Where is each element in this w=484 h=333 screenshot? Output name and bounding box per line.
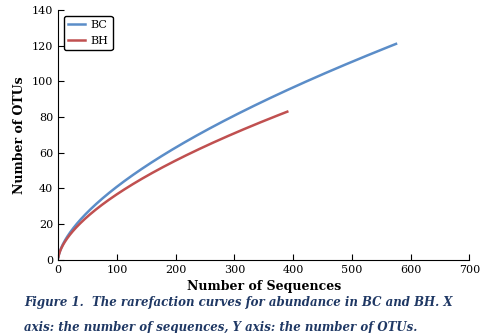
BC [142,165,148,168]
BH [285,110,290,114]
BH [83,216,89,220]
BH [56,255,61,259]
BH [199,146,205,150]
Legend: BC, BH: BC, BH [63,16,113,50]
BH [130,182,136,186]
Line: BC: BC [59,44,396,257]
BC [310,77,316,81]
BC [115,184,121,188]
BC [56,255,61,259]
BC [255,102,260,106]
BH [221,136,227,140]
Y-axis label: Number of OTUs: Number of OTUs [13,76,26,194]
Line: BH: BH [59,112,287,257]
Text: axis: the number of sequences, Y axis: the number of OTUs.: axis: the number of sequences, Y axis: t… [24,321,418,333]
BC [281,90,287,94]
BH [222,136,227,140]
BC [393,42,399,46]
BC [208,126,214,130]
Text: Figure 1.  The rarefaction curves for abundance in BC and BH. X: Figure 1. The rarefaction curves for abu… [24,296,453,309]
BH [146,173,152,177]
X-axis label: Number of Sequences: Number of Sequences [187,280,341,293]
